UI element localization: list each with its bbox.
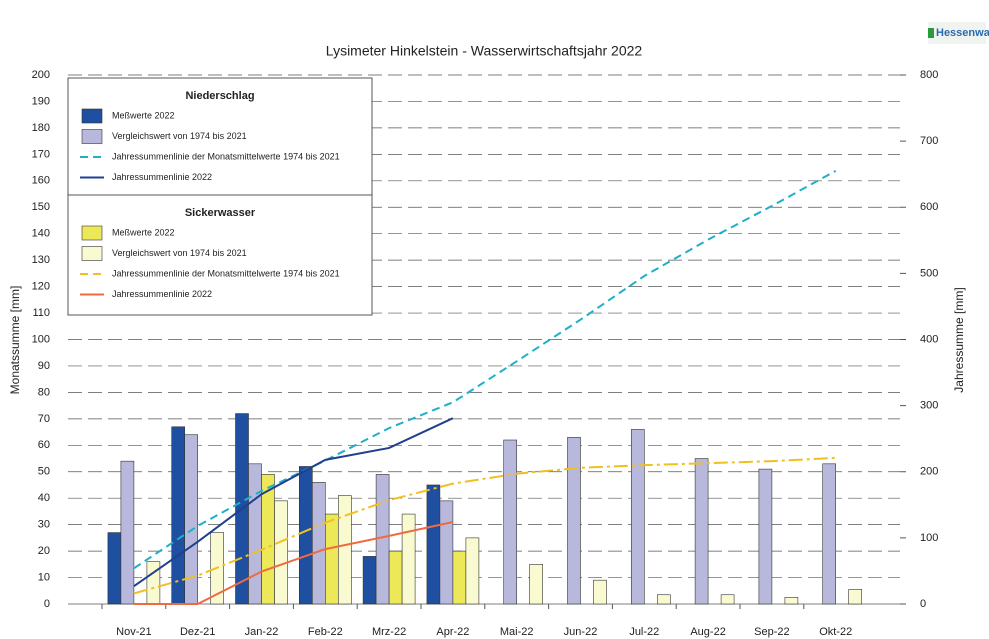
legend-label: Jahressummenlinie 2022 [112,172,212,182]
bar [694,458,709,605]
bar [120,460,135,605]
legend-title: Sickerwasser [185,207,256,219]
legend-label: Meßwerte 2022 [112,227,175,237]
bar [529,564,544,605]
y2-tick-label: 200 [920,466,938,478]
y-tick-label: 60 [38,439,50,451]
bar [784,597,799,605]
legend-label: Jahressummenlinie 2022 [112,289,212,299]
bar [848,589,863,605]
y-tick-label: 30 [38,519,50,531]
y-axis-label: Monatssumme [mm] [8,286,22,395]
x-tick-label: Feb-22 [308,626,343,638]
bar [656,594,671,605]
y2-tick-label: 500 [920,267,938,279]
x-tick-label: Jul-22 [629,626,659,638]
legend-label: Meßwerte 2022 [112,110,175,120]
x-tick-label: Okt-22 [819,626,852,638]
legend-box [67,194,373,316]
bar [274,500,288,605]
bar [146,561,161,605]
x-tick-label: Nov-21 [116,626,151,638]
legend-label: Vergleichswert von 1974 bis 2021 [112,131,247,141]
bar [567,437,581,605]
bar [337,495,352,605]
x-tick-label: Jun-22 [564,626,598,638]
bar [630,429,645,605]
bar [439,500,454,605]
bar [248,463,262,605]
y-tick-label: 90 [38,360,50,372]
bar [298,466,313,605]
legend-swatch [81,129,103,144]
bar [324,513,339,605]
y2-tick-label: 700 [920,135,938,147]
y2-tick-label: 100 [920,532,938,544]
bar [426,484,441,605]
x-tick-label: Jan-22 [245,626,279,638]
bar [465,537,480,605]
line [133,521,454,605]
line [133,170,837,570]
y2-tick-label: 400 [920,333,938,345]
y-tick-label: 70 [38,413,50,425]
x-tick-label: Aug-22 [690,626,725,638]
y-tick-label: 20 [38,545,50,557]
bar [401,513,416,605]
bar [362,556,377,605]
y-tick-label: 130 [32,254,50,266]
x-tick-label: Dez-21 [180,626,215,638]
y2-tick-label: 800 [920,69,938,81]
bar [107,532,122,605]
x-tick-label: Mrz-22 [372,626,406,638]
y-tick-label: 190 [32,95,50,107]
legend-swatch [81,108,103,124]
legend-title: Niederschlag [185,90,254,102]
y2-tick-label: 300 [920,400,938,412]
x-tick-label: Mai-22 [500,626,534,638]
bar [503,439,518,605]
legend-swatch [81,225,103,241]
y-tick-label: 110 [32,307,50,319]
logo: Hessenwasser [936,27,989,39]
y-tick-label: 80 [38,386,50,398]
bar [758,468,773,605]
y2-tick-label: 600 [920,201,938,213]
line [133,417,454,587]
legend-label: Jahressummenlinie der Monatsmittelwerte … [112,151,340,161]
y2-tick-label: 0 [920,598,926,610]
y2-axis-label: Jahressumme [mm] [952,287,966,392]
y-tick-label: 170 [32,148,50,160]
y-tick-label: 40 [38,492,50,504]
x-tick-label: Apr-22 [436,626,469,638]
line [133,456,836,595]
bar [720,594,735,605]
bar [311,482,326,605]
y-tick-label: 200 [32,69,50,81]
legend-label: Jahressummenlinie der Monatsmittelwerte … [112,268,340,278]
x-tick-label: Sep-22 [754,626,789,638]
bar [822,463,837,605]
y-tick-label: 180 [32,122,50,134]
chart-title: Lysimeter Hinkelstein - Wasserwirtschaft… [326,43,643,59]
legend-label: Vergleichswert von 1974 bis 2021 [112,248,247,258]
bar [388,550,403,605]
y-tick-label: 120 [32,281,50,293]
y-tick-label: 140 [32,228,50,240]
logo-box [928,22,986,44]
bar [452,550,467,605]
y-tick-label: 100 [32,333,50,345]
y-tick-label: 50 [38,466,50,478]
legend-swatch [81,246,103,261]
y-tick-label: 0 [44,598,50,610]
y-tick-label: 150 [32,201,50,213]
bar [171,426,185,605]
legend-box [67,77,373,196]
y-tick-label: 160 [32,175,50,187]
logo-icon [928,28,934,38]
y-tick-label: 10 [38,571,50,583]
bar [593,579,607,605]
